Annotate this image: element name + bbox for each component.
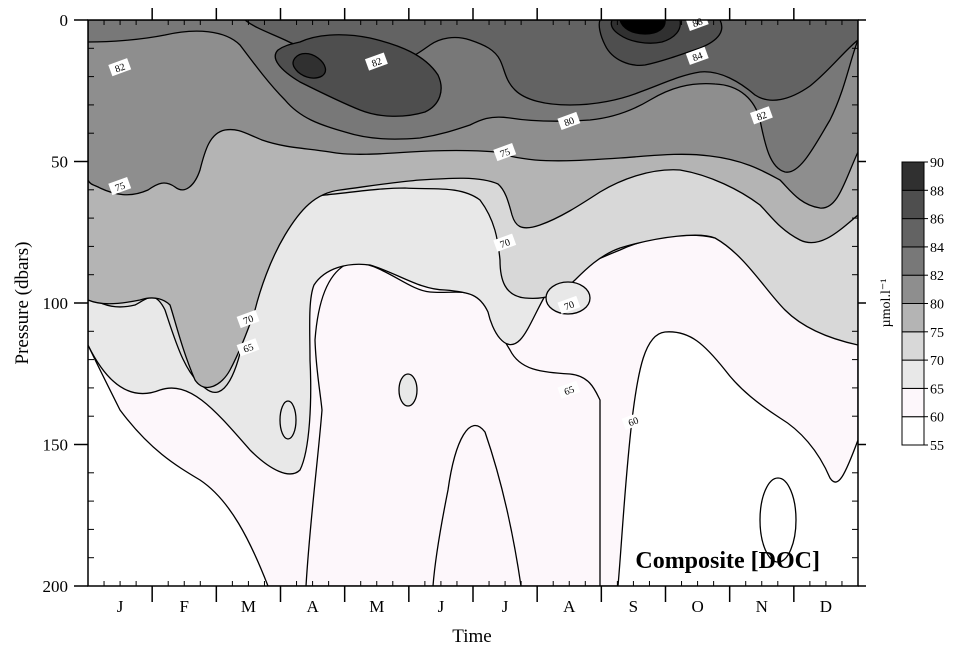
contour-fills [88, 20, 858, 586]
contour-label: 70 [493, 233, 517, 252]
contour-closed-a [279, 400, 297, 440]
y-tick-label: 100 [43, 294, 69, 313]
x-tick-label: F [180, 597, 189, 616]
band-86 [274, 20, 723, 117]
x-tick-label: J [117, 597, 124, 616]
y-tick-label: 50 [51, 153, 68, 172]
contour-label: 70 [236, 309, 260, 329]
colorbar-label: 84 [930, 241, 944, 256]
contour-label-bg [557, 111, 581, 130]
contour-label-bg [236, 309, 260, 329]
colorbar-label: 86 [930, 213, 944, 228]
contour-label-text: 70 [242, 314, 255, 328]
colorbar-label: 82 [930, 269, 944, 284]
x-tick-label: A [563, 597, 576, 616]
colorbar-swatch [901, 274, 925, 305]
colorbar-swatch [901, 246, 925, 276]
contour-label: 60 [621, 411, 645, 430]
contour-label-bg [685, 46, 709, 65]
contour-label-bg [749, 106, 773, 125]
contour-label: 84 [685, 46, 709, 65]
chart-title: Composite [DOC] [635, 548, 820, 574]
contour-label: 82 [749, 106, 773, 125]
colorbar-label: 60 [930, 411, 944, 426]
y-tick-label: 0 [60, 11, 69, 30]
x-tick-label: M [241, 597, 256, 616]
contour-label-bg [557, 295, 581, 314]
colorbar-swatch [901, 331, 925, 361]
contour-label-text: 65 [563, 384, 576, 398]
contour-label-text: 75 [499, 147, 512, 161]
colorbar-label: 80 [930, 298, 944, 313]
contour-label-bg [364, 52, 388, 71]
contour-label-text: 82 [755, 110, 768, 124]
x-tick-label: A [306, 597, 319, 616]
colorbar-label: 75 [930, 326, 944, 341]
contour-label: 82 [364, 52, 388, 71]
x-tick-label: J [502, 597, 509, 616]
colorbar-swatch [901, 189, 925, 220]
contour-label-bg [621, 411, 645, 430]
contour-label-bg [557, 380, 581, 399]
x-tick-label: N [756, 597, 768, 616]
contour-label-text: 82 [114, 62, 127, 76]
contour-closed-d [759, 477, 797, 563]
y-tick-label: 200 [43, 577, 69, 596]
y-tick-label: 150 [43, 436, 69, 455]
contour-label-text: 82 [370, 56, 383, 70]
contour-label-text: 65 [242, 342, 255, 356]
colorbar-label: 55 [930, 439, 944, 454]
x-axis-title: Time [452, 626, 491, 647]
contour-label: 65 [557, 380, 581, 399]
colorbar-label: 70 [930, 354, 944, 369]
contour-label-text: 70 [563, 299, 576, 313]
colorbar-swatch [901, 218, 925, 248]
colorbar-label: 88 [930, 184, 944, 199]
contour-label: 82 [108, 58, 132, 77]
contour-label: 80 [557, 111, 581, 130]
colorbar-swatch [901, 161, 925, 191]
colorbar-swatch [901, 303, 925, 333]
contour-label-text: 80 [563, 115, 576, 129]
x-tick-label: S [629, 597, 638, 616]
contour-label-text: 84 [691, 50, 704, 64]
colorbar: 55 60 65 70 75 80 82 84 86 88 90 µmol.l⁻¹ [879, 156, 944, 454]
contour-label-text: 60 [627, 415, 640, 429]
colorbar-label: 90 [930, 156, 944, 171]
contour-label: 75 [493, 143, 517, 162]
colorbar-unit: µmol.l⁻¹ [879, 279, 894, 328]
band-90 [619, 20, 666, 35]
contour-label: 65 [236, 338, 260, 357]
colorbar-label: 65 [930, 382, 944, 397]
contour-label-bg [108, 176, 132, 196]
x-tick-label: O [691, 597, 703, 616]
contour-label-text: 75 [114, 181, 127, 195]
contour-label-bg [493, 143, 517, 162]
contour-label: 75 [108, 176, 132, 196]
axes: J F M A M J J A S O N D 0 50 100 150 200 [43, 8, 866, 616]
x-tick-label: M [369, 597, 384, 616]
contour-label-text: 70 [499, 237, 512, 251]
colorbar-swatch [901, 359, 925, 389]
x-tick-label: J [438, 597, 445, 616]
colorbar-swatch [901, 387, 925, 418]
colorbar-swatch [901, 416, 925, 446]
contour-label-bg [108, 58, 132, 77]
contour-label: 70 [557, 295, 581, 314]
contour-label-bg [493, 233, 517, 252]
contour-label-bg [236, 338, 260, 357]
y-axis-title: Pressure (dbars) [12, 242, 33, 365]
contour-closed-b [398, 373, 418, 407]
x-tick-label: D [820, 597, 832, 616]
